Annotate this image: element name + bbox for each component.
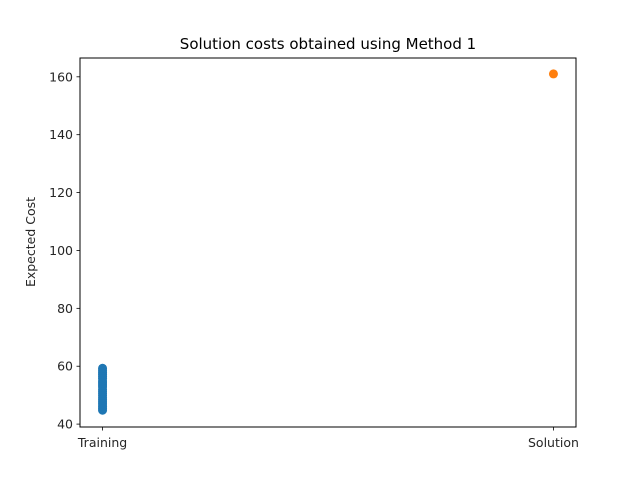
x-tick-label: Solution <box>528 435 579 450</box>
y-tick-label: 60 <box>57 359 73 374</box>
y-tick-label: 100 <box>49 243 73 258</box>
x-axis-ticks: Training Solution <box>77 427 579 450</box>
y-tick-label: 140 <box>49 127 73 142</box>
y-tick-label: 80 <box>57 301 73 316</box>
chart-title: Solution costs obtained using Method 1 <box>180 35 476 53</box>
x-tick-label: Training <box>77 435 127 450</box>
data-points <box>98 69 558 415</box>
plot-area <box>79 57 577 428</box>
y-tick-label: 40 <box>57 417 73 432</box>
y-axis-ticks: 40 60 80 100 120 140 160 <box>49 69 80 432</box>
y-tick-label: 120 <box>49 185 73 200</box>
y-axis-label: Expected Cost <box>23 197 38 287</box>
data-point-training <box>98 363 108 373</box>
plot-frame <box>79 57 577 428</box>
data-point-solution <box>548 69 558 79</box>
y-tick-label: 160 <box>49 69 73 84</box>
